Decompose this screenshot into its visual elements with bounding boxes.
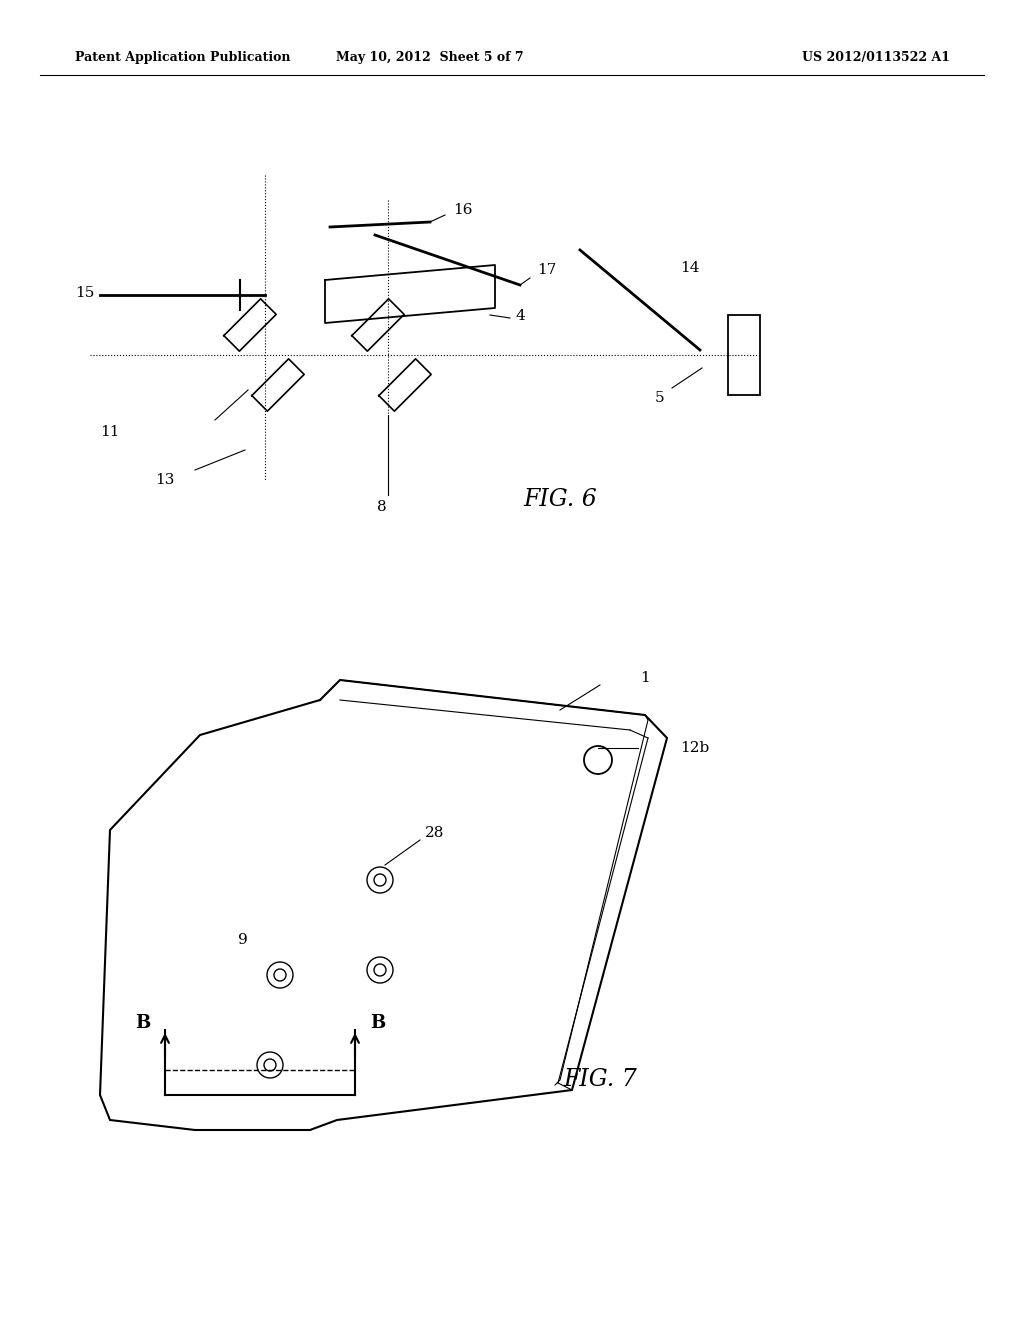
Text: 8: 8 [377, 500, 387, 513]
Bar [728, 315, 760, 395]
Text: 12b: 12b [680, 741, 710, 755]
Text: B: B [135, 1014, 151, 1032]
Text: 4: 4 [515, 309, 524, 323]
Text: FIG. 6: FIG. 6 [523, 488, 597, 511]
Text: 11: 11 [100, 425, 120, 440]
Text: Patent Application Publication: Patent Application Publication [75, 51, 291, 65]
Text: 16: 16 [453, 203, 472, 216]
Text: 13: 13 [155, 473, 174, 487]
Text: 17: 17 [537, 263, 556, 277]
Text: B: B [371, 1014, 386, 1032]
Text: 5: 5 [655, 391, 665, 405]
Text: US 2012/0113522 A1: US 2012/0113522 A1 [802, 51, 950, 65]
Text: 9: 9 [238, 933, 248, 946]
Text: 1: 1 [640, 671, 650, 685]
Text: FIG. 7: FIG. 7 [563, 1068, 637, 1092]
Text: 28: 28 [425, 826, 444, 840]
Text: 15: 15 [75, 286, 94, 300]
Text: May 10, 2012  Sheet 5 of 7: May 10, 2012 Sheet 5 of 7 [336, 51, 524, 65]
Text: 14: 14 [680, 261, 699, 275]
